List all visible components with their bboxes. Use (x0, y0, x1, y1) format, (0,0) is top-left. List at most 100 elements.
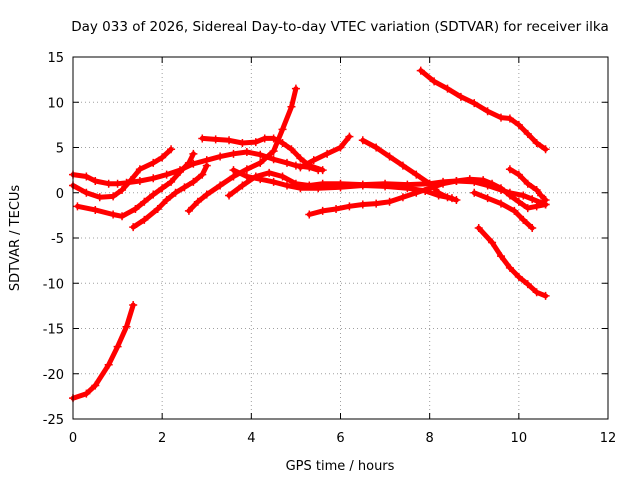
data-point (412, 188, 421, 197)
data-point (514, 120, 523, 129)
data-point (283, 158, 291, 167)
data-point (483, 194, 492, 203)
data-point (532, 288, 541, 297)
series-track-4 (73, 149, 198, 221)
series-track-6 (184, 84, 300, 215)
data-point (211, 135, 220, 144)
data-point (541, 145, 550, 154)
data-point (332, 205, 341, 214)
data-point (403, 180, 412, 189)
data-point (318, 179, 327, 188)
x-tick-label: 0 (69, 431, 77, 446)
data-point (497, 184, 505, 193)
data-layer (69, 66, 550, 403)
x-tick-label: 4 (247, 431, 255, 446)
data-point (514, 197, 523, 206)
data-point (265, 168, 274, 177)
data-point (474, 224, 483, 233)
data-point (140, 215, 149, 224)
chart-title: Day 033 of 2026, Sidereal Day-to-day VTE… (71, 19, 609, 35)
data-point (82, 389, 91, 398)
series-track-16 (474, 224, 550, 300)
data-point (167, 177, 176, 186)
data-point (269, 134, 278, 143)
data-point (162, 170, 171, 179)
data-point (95, 193, 104, 202)
series-track (476, 225, 549, 299)
data-point (184, 206, 193, 215)
data-point (129, 300, 138, 309)
data-point (287, 102, 296, 111)
data-point (180, 183, 189, 192)
y-tick-label: -15 (43, 323, 64, 338)
data-point (470, 188, 479, 197)
data-point (225, 191, 234, 200)
data-point (167, 145, 176, 154)
y-tick-label: 5 (56, 142, 64, 157)
data-point (296, 154, 305, 163)
x-tick-label: 2 (158, 431, 166, 446)
data-point (269, 155, 278, 164)
data-point (184, 158, 193, 167)
data-point (283, 181, 291, 190)
data-point (82, 172, 91, 181)
data-point (229, 149, 238, 158)
data-point (216, 181, 225, 190)
data-point (488, 238, 497, 247)
y-tick-label: -25 (43, 413, 64, 428)
data-point (135, 165, 144, 174)
series-track-15 (470, 188, 537, 233)
x-tick-label: 6 (336, 431, 344, 446)
data-point (198, 134, 207, 143)
data-point (336, 179, 345, 188)
series-track-5 (129, 161, 211, 232)
data-point (291, 161, 300, 170)
y-tick-label: 0 (56, 187, 64, 202)
data-point (443, 193, 452, 202)
data-point (193, 197, 202, 206)
data-point (385, 197, 394, 206)
axis-ticks: 0 2 4 6 8 10 12 -25 -20 -15 -10 -5 0 5 10 15 (43, 51, 617, 446)
x-tick-label: 10 (511, 431, 528, 446)
data-point (416, 66, 425, 75)
y-tick-label: -5 (51, 232, 64, 247)
data-point (189, 149, 198, 158)
data-point (202, 161, 211, 170)
data-point (497, 199, 505, 208)
data-point (189, 177, 198, 186)
data-point (238, 181, 247, 190)
data-point (135, 176, 144, 185)
data-point (149, 190, 158, 199)
y-tick-label: -10 (43, 277, 64, 292)
data-point (505, 263, 514, 272)
data-point (345, 202, 354, 211)
data-point (149, 158, 158, 167)
data-point (385, 152, 394, 161)
data-point (118, 186, 127, 195)
data-point (126, 176, 135, 185)
data-point (171, 188, 180, 197)
data-point (176, 167, 184, 176)
data-point (278, 138, 287, 147)
data-point (269, 177, 278, 186)
data-point (479, 176, 488, 185)
data-point (256, 150, 265, 159)
data-point (287, 145, 296, 154)
data-point (439, 179, 448, 188)
series-track-1 (69, 300, 138, 403)
x-tick-label: 8 (426, 431, 434, 446)
data-point (118, 212, 127, 221)
data-point (251, 172, 260, 181)
data-point (523, 179, 532, 188)
y-axis-label: SDTVAR / TECUs (8, 185, 23, 292)
data-point (372, 143, 381, 152)
series-track-7 (198, 134, 327, 175)
data-point (242, 148, 251, 157)
data-point (216, 152, 225, 161)
data-point (202, 190, 211, 199)
series-track (70, 146, 174, 200)
data-point (225, 136, 234, 145)
data-point (140, 197, 149, 206)
data-point (372, 199, 381, 208)
data-point (82, 188, 91, 197)
